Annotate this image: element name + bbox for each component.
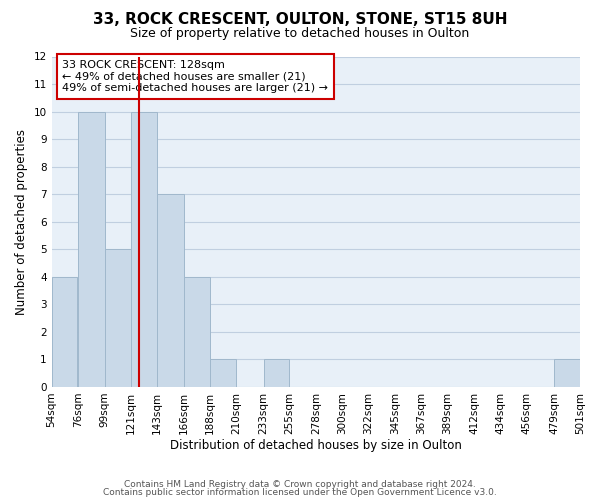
Bar	[105, 250, 131, 387]
Bar	[211, 360, 236, 387]
Text: 33, ROCK CRESCENT, OULTON, STONE, ST15 8UH: 33, ROCK CRESCENT, OULTON, STONE, ST15 8…	[93, 12, 507, 28]
Bar	[78, 112, 104, 387]
Text: Contains public sector information licensed under the Open Government Licence v3: Contains public sector information licen…	[103, 488, 497, 497]
Bar	[184, 277, 210, 387]
Bar	[52, 277, 77, 387]
Bar	[131, 112, 157, 387]
Text: Contains HM Land Registry data © Crown copyright and database right 2024.: Contains HM Land Registry data © Crown c…	[124, 480, 476, 489]
Text: Size of property relative to detached houses in Oulton: Size of property relative to detached ho…	[130, 28, 470, 40]
Bar	[263, 360, 289, 387]
Bar	[157, 194, 184, 387]
Text: 33 ROCK CRESCENT: 128sqm
← 49% of detached houses are smaller (21)
49% of semi-d: 33 ROCK CRESCENT: 128sqm ← 49% of detach…	[62, 60, 328, 93]
Bar	[554, 360, 580, 387]
X-axis label: Distribution of detached houses by size in Oulton: Distribution of detached houses by size …	[170, 440, 462, 452]
Y-axis label: Number of detached properties: Number of detached properties	[15, 128, 28, 314]
